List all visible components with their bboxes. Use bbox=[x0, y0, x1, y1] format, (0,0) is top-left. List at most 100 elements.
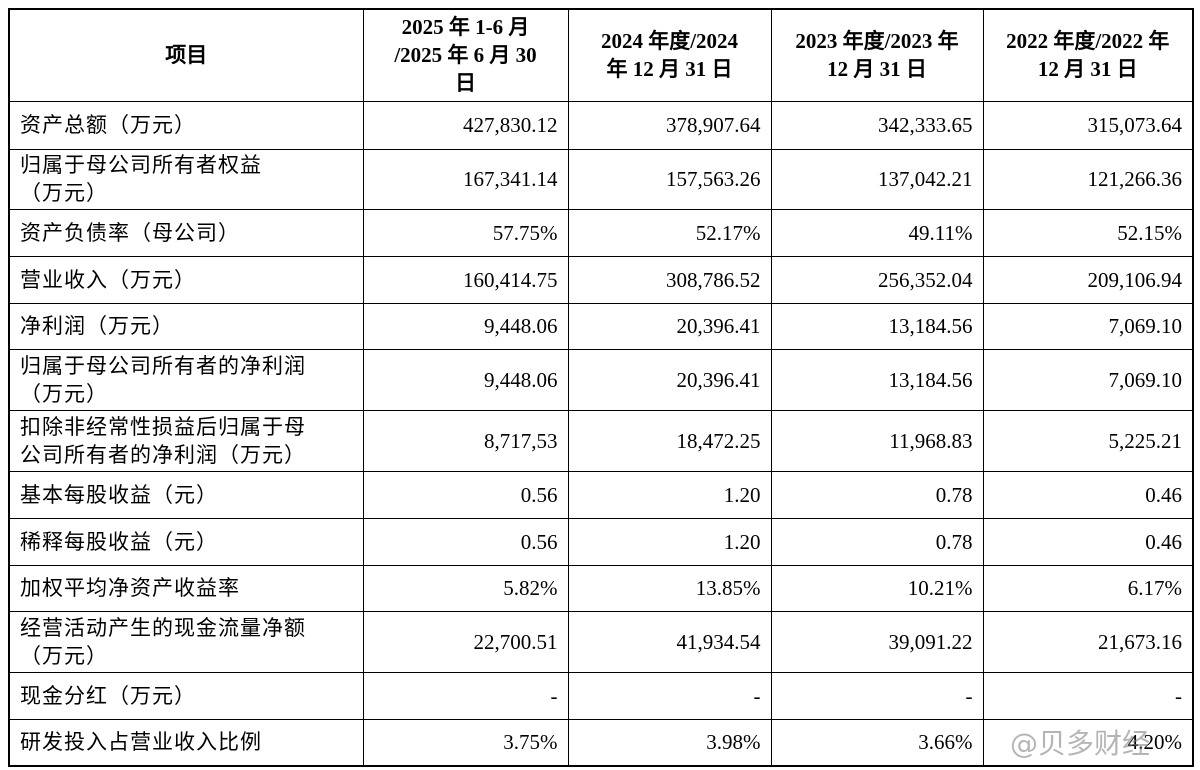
value-cell: - bbox=[567, 671, 772, 720]
table-row: 基本每股收益（元） 0.56 1.20 0.78 0.46 bbox=[8, 470, 1194, 519]
value-cell: 256,352.04 bbox=[770, 255, 984, 304]
value-cell: 9,448.06 bbox=[362, 302, 569, 350]
table-row: 扣除非经常性损益后归属于母 公司所有者的净利润（万元） 8,717,53 18,472… bbox=[8, 409, 1194, 472]
value-cell: 427,830.12 bbox=[362, 100, 569, 150]
value-cell: 49.11% bbox=[770, 208, 984, 257]
value-cell: 11,968.83 bbox=[770, 409, 984, 472]
cell-line: 12 月 31 日 bbox=[827, 57, 927, 82]
row-label: 净利润（万元） bbox=[8, 302, 364, 350]
value-cell: 0.78 bbox=[770, 517, 984, 566]
cell-line: （万元） bbox=[20, 381, 108, 406]
value-cell: 157,563.26 bbox=[567, 148, 772, 210]
cell-line: 资产负债率（母公司） bbox=[20, 220, 240, 245]
table-row: 净利润（万元） 9,448.06 20,396.41 13,184.56 7,069.1… bbox=[8, 302, 1194, 350]
table-row: 资产总额（万元） 427,830.12 378,907.64 342,333.65 31… bbox=[8, 100, 1194, 150]
value-cell: 121,266.36 bbox=[982, 148, 1194, 210]
value-cell: 41,934.54 bbox=[567, 610, 772, 673]
value-cell: 13,184.56 bbox=[770, 302, 984, 350]
cell-line: 营业收入（万元） bbox=[20, 267, 196, 292]
row-label: 资产负债率（母公司） bbox=[8, 208, 364, 257]
financial-table: 项目 2025 年 1-6 月/2025 年 6 月 30 日 2024 年度/202… bbox=[8, 8, 1194, 767]
cell-line: 2025 年 1-6 月 bbox=[401, 15, 530, 40]
value-cell: 20,396.41 bbox=[567, 302, 772, 350]
header-row: 项目 2025 年 1-6 月/2025 年 6 月 30 日 2024 年度/202… bbox=[8, 8, 1194, 102]
cell-line: 现金分红（万元） bbox=[20, 683, 196, 708]
table-row: 稀释每股收益（元） 0.56 1.20 0.78 0.46 bbox=[8, 517, 1194, 566]
cell-line: 加权平均净资产收益率 bbox=[20, 576, 240, 600]
cell-line: /2025 年 6 月 30 bbox=[394, 43, 537, 68]
value-cell: 0.46 bbox=[982, 517, 1194, 566]
value-cell: - bbox=[982, 671, 1194, 720]
cell-line: 12 月 31 日 bbox=[1037, 57, 1138, 82]
value-cell: 57.75% bbox=[362, 208, 569, 257]
cell-line: 2024 年度/2024 bbox=[600, 29, 739, 54]
row-label: 研发投入占营业收入比例 bbox=[8, 718, 364, 767]
cell-line: 净利润（万元） bbox=[20, 314, 174, 338]
value-cell: 13,184.56 bbox=[770, 348, 984, 411]
value-cell: 1.20 bbox=[567, 517, 772, 566]
value-cell: 378,907.64 bbox=[567, 100, 772, 150]
value-cell: 20,396.41 bbox=[567, 348, 772, 411]
row-label: 归属于母公司所有者的净利润 （万元） bbox=[8, 348, 364, 411]
header-cell: 2022 年度/2022 年 12 月 31 日 bbox=[982, 8, 1194, 102]
cell-line: 日 bbox=[455, 71, 476, 96]
value-cell: 137,042.21 bbox=[770, 148, 984, 210]
table-row: 经营活动产生的现金流量净额 （万元） 22,700.51 41,934.54 39,09… bbox=[8, 610, 1194, 673]
cell-line: 项目 bbox=[165, 43, 208, 68]
row-label: 资产总额（万元） bbox=[8, 100, 364, 150]
value-cell: 0.56 bbox=[362, 517, 569, 566]
cell-line: 2022 年度/2022 年 bbox=[1006, 29, 1170, 54]
value-cell: 9,448.06 bbox=[362, 348, 569, 411]
header-cell: 2023 年度/2023 年 12 月 31 日 bbox=[770, 8, 984, 102]
value-cell: 3.66% bbox=[770, 718, 984, 767]
value-cell: 167,341.14 bbox=[362, 148, 569, 210]
value-cell: 21,673.16 bbox=[982, 610, 1194, 673]
value-cell: 209,106.94 bbox=[982, 255, 1194, 304]
value-cell: 0.56 bbox=[362, 470, 569, 519]
cell-line: （万元） bbox=[20, 181, 108, 205]
value-cell: 0.46 bbox=[982, 470, 1194, 519]
row-label: 经营活动产生的现金流量净额 （万元） bbox=[8, 610, 364, 673]
header-cell: 2025 年 1-6 月/2025 年 6 月 30 日 bbox=[362, 8, 569, 102]
cell-line: （万元） bbox=[20, 643, 108, 668]
value-cell: 0.78 bbox=[770, 470, 984, 519]
row-label: 稀释每股收益（元） bbox=[8, 517, 364, 566]
value-cell: - bbox=[362, 671, 569, 720]
value-cell: 308,786.52 bbox=[567, 255, 772, 304]
value-cell: 1.20 bbox=[567, 470, 772, 519]
table-row: 现金分红（万元） - - - - bbox=[8, 671, 1194, 720]
row-label: 基本每股收益（元） bbox=[8, 470, 364, 519]
cell-line: 扣除非经常性损益后归属于母 bbox=[20, 414, 306, 439]
value-cell: 52.15% bbox=[982, 208, 1194, 257]
value-cell: 22,700.51 bbox=[362, 610, 569, 673]
value-cell: 7,069.10 bbox=[982, 302, 1194, 350]
value-cell: 3.75% bbox=[362, 718, 569, 767]
value-cell: 315,073.64 bbox=[982, 100, 1194, 150]
cell-line: 2023 年度/2023 年 bbox=[795, 29, 959, 54]
watermark: @贝多财经 bbox=[1010, 727, 1151, 760]
value-cell: 5,225.21 bbox=[982, 409, 1194, 472]
value-cell: 13.85% bbox=[567, 564, 772, 612]
value-cell: 52.17% bbox=[567, 208, 772, 257]
value-cell: 160,414.75 bbox=[362, 255, 569, 304]
value-cell: 10.21% bbox=[770, 564, 984, 612]
value-cell: 8,717,53 bbox=[362, 409, 569, 472]
cell-line: 年 12 月 31 日 bbox=[606, 57, 733, 82]
table-row: 归属于母公司所有者权益 （万元） 167,341.14 157,563.26 137,0… bbox=[8, 148, 1194, 210]
value-cell: 7,069.10 bbox=[982, 348, 1194, 411]
cell-line: 公司所有者的净利润（万元） bbox=[20, 442, 306, 467]
value-cell: 18,472.25 bbox=[567, 409, 772, 472]
row-label: 现金分红（万元） bbox=[8, 671, 364, 720]
cell-line: 经营活动产生的现金流量净额 bbox=[20, 615, 306, 640]
value-cell: 6.17% bbox=[982, 564, 1194, 612]
value-cell: 3.98% bbox=[567, 718, 772, 767]
table-row: 归属于母公司所有者的净利润 （万元） 9,448.06 20,396.41 13,184… bbox=[8, 348, 1194, 411]
row-label: 归属于母公司所有者权益 （万元） bbox=[8, 148, 364, 210]
value-cell: 39,091.22 bbox=[770, 610, 984, 673]
cell-line: 归属于母公司所有者权益 bbox=[20, 153, 262, 177]
value-cell: 5.82% bbox=[362, 564, 569, 612]
row-label: 营业收入（万元） bbox=[8, 255, 364, 304]
cell-line: 稀释每股收益（元） bbox=[20, 529, 218, 554]
row-label: 加权平均净资产收益率 bbox=[8, 564, 364, 612]
